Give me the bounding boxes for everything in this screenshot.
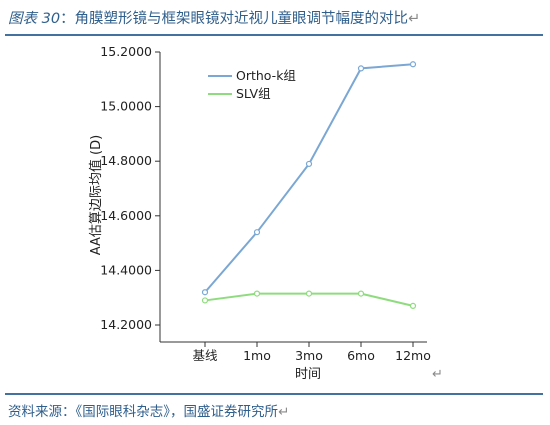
chart-legend: Ortho-k组 SLV组 <box>208 68 296 101</box>
y-tick-label: 14.6000 <box>100 208 152 223</box>
data-point <box>253 290 261 297</box>
data-point <box>253 229 261 236</box>
x-ticks: 基线 1mo 3mo 6mo 12mo <box>192 342 431 363</box>
x-tick-label: 12mo <box>395 348 431 363</box>
data-point <box>357 65 365 72</box>
y-tick-label: 15.2000 <box>100 44 152 59</box>
y-tick-label: 14.8000 <box>100 153 152 168</box>
series-points <box>201 61 417 309</box>
footer-divider <box>5 393 543 395</box>
figure-title: ：角膜塑形镜与框架眼镜对近视儿童眼调节幅度的对比 <box>60 11 409 27</box>
source-note: 资料来源：《国际眼科杂志》，国盛证券研究所↵ <box>8 400 289 420</box>
legend-label: SLV组 <box>236 86 271 101</box>
return-mark: ↵ <box>408 11 421 27</box>
figure-caption: 图表 30：角膜塑形镜与框架眼镜对近视儿童眼调节幅度的对比↵ <box>8 7 420 28</box>
x-tick-label: 1mo <box>243 348 271 363</box>
source-text: 资料来源：《国际眼科杂志》，国盛证券研究所 <box>8 404 278 420</box>
data-point <box>305 160 313 168</box>
x-tick-label: 基线 <box>192 348 218 363</box>
header-divider <box>5 34 543 36</box>
data-point <box>305 290 313 297</box>
chart-axes <box>159 52 427 343</box>
figure-label: 图表 30 <box>8 11 61 27</box>
y-tick-label: 14.4000 <box>100 262 152 277</box>
data-point <box>409 61 417 68</box>
legend-label: Ortho-k组 <box>236 68 296 83</box>
x-axis-return-mark: ↵ <box>432 367 443 382</box>
data-point <box>201 289 209 296</box>
data-point <box>201 297 209 304</box>
x-tick-label: 6mo <box>347 348 375 363</box>
y-axis-label: AA估算边际均值 (D) <box>88 135 104 255</box>
data-point <box>409 302 417 309</box>
footer-return-mark: ↵ <box>278 404 290 420</box>
x-tick-label: 3mo <box>295 348 323 363</box>
y-ticks: 14.2000 14.4000 14.6000 14.8000 15.0000 15.20… <box>100 44 160 332</box>
y-tick-label: 15.0000 <box>100 99 152 114</box>
y-tick-label: 14.2000 <box>100 317 152 332</box>
x-axis-label: 时间 <box>295 367 321 382</box>
figure-header: 图表 30：角膜塑形镜与框架眼镜对近视儿童眼调节幅度的对比↵ <box>0 0 550 34</box>
data-point <box>357 290 365 297</box>
